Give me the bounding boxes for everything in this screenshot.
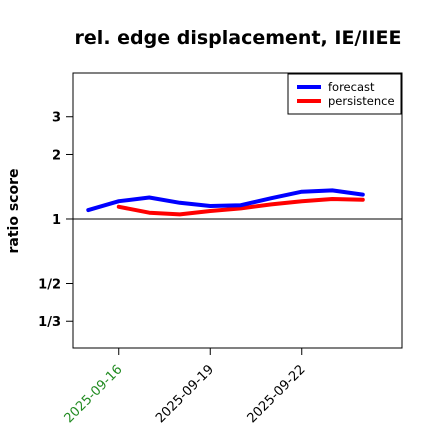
y-axis-title: ratio score: [6, 169, 22, 254]
y-tick-label: 3: [52, 111, 61, 126]
x-tick-label: 2025-09-16: [62, 362, 126, 426]
plot-frame: [72, 72, 403, 349]
x-tick-label: 2025-09-22: [245, 362, 309, 426]
y-tick-label: 1/3: [38, 315, 61, 330]
y-tick-label: 2: [52, 148, 61, 163]
y-tick-label: 1/2: [38, 277, 61, 292]
x-tick-label: 2025-09-19: [153, 362, 217, 426]
y-tick-label: 1: [52, 213, 61, 228]
series-line-forecast: [86, 188, 365, 213]
chart-title: rel. edge displacement, IE/IIEE: [75, 27, 402, 49]
legend-box: [287, 73, 402, 115]
legend-label-persistence: persistence: [328, 94, 395, 108]
legend-label-forecast: forecast: [328, 80, 375, 94]
series-line-persistence: [116, 197, 365, 217]
